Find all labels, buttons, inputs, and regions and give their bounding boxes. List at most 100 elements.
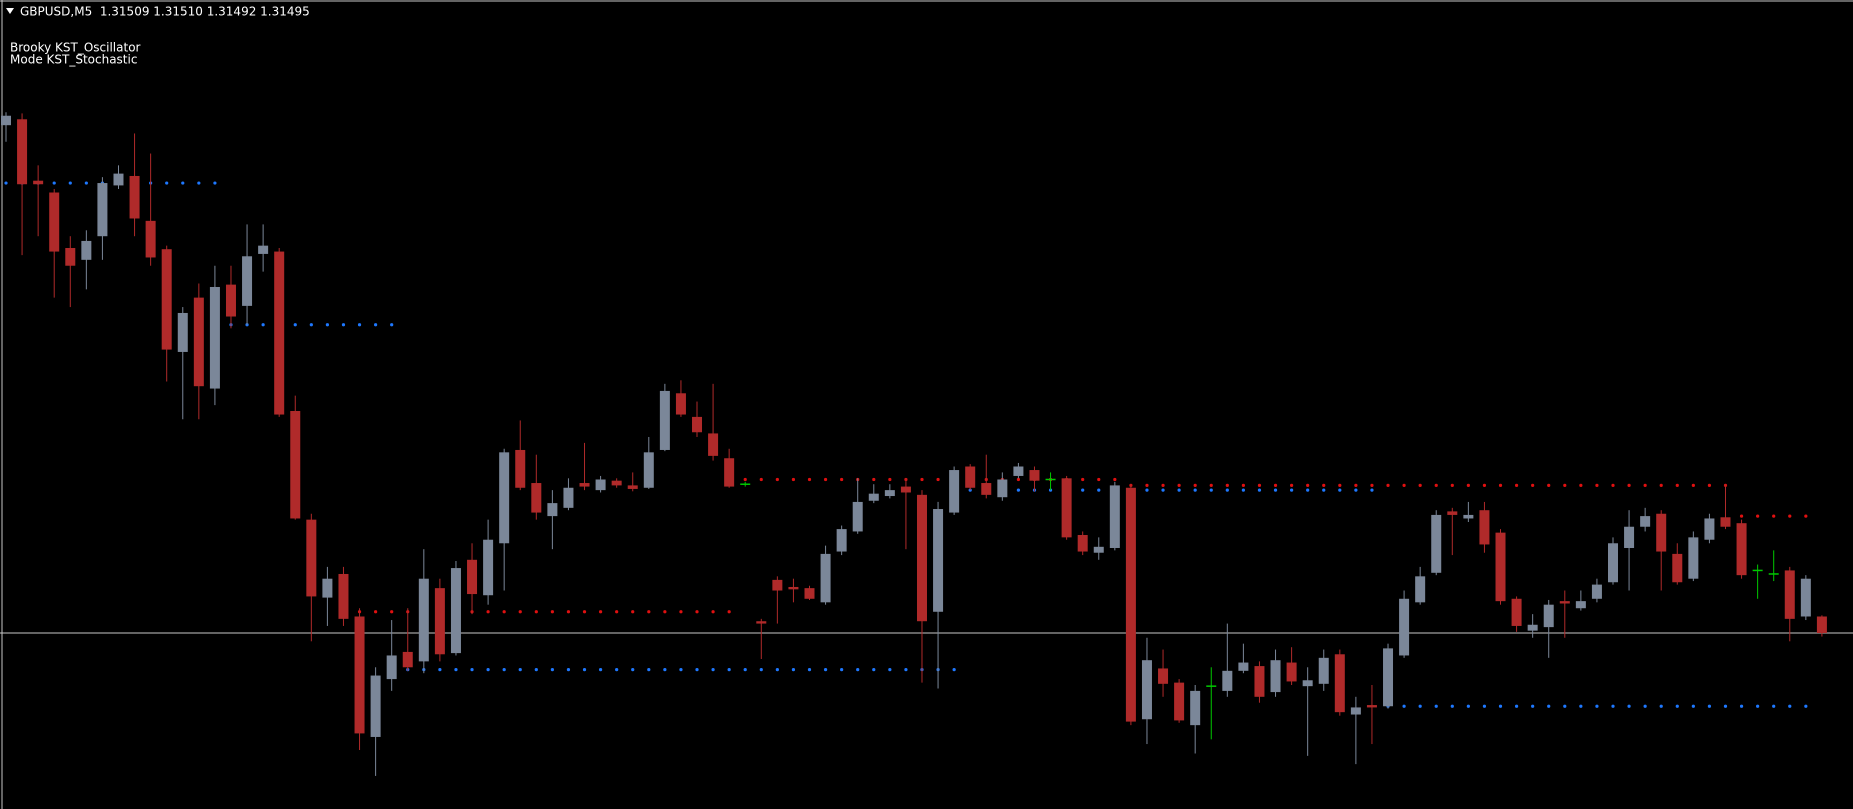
candle-body bbox=[916, 494, 927, 622]
level-dot bbox=[390, 323, 394, 327]
level-dot bbox=[823, 668, 828, 672]
level-dot bbox=[888, 477, 892, 482]
level-dot bbox=[1788, 704, 1792, 708]
candle-body bbox=[1720, 517, 1731, 527]
level-dot bbox=[293, 323, 297, 327]
level-dot bbox=[631, 610, 635, 614]
level-dot bbox=[4, 181, 8, 185]
level-dot bbox=[374, 610, 378, 614]
candle-body bbox=[1222, 670, 1233, 691]
candle-body bbox=[1334, 654, 1345, 713]
level-dot bbox=[1450, 483, 1454, 487]
level-dot bbox=[775, 668, 779, 672]
level-dot bbox=[1225, 483, 1229, 487]
candle-body bbox=[33, 180, 44, 185]
level-dot bbox=[936, 477, 940, 482]
level-dot bbox=[775, 477, 779, 482]
level-dot bbox=[1177, 488, 1181, 492]
level-dot bbox=[1482, 483, 1487, 487]
indicator-label: Brooky KST_Oscillator bbox=[10, 41, 141, 55]
level-dot bbox=[807, 477, 812, 482]
level-dot bbox=[840, 668, 844, 672]
level-dot bbox=[647, 610, 651, 614]
level-dot bbox=[1756, 704, 1760, 708]
candle-body bbox=[1688, 537, 1699, 579]
level-dot bbox=[1145, 483, 1149, 487]
level-dot bbox=[1707, 704, 1712, 708]
level-dot bbox=[1016, 488, 1021, 492]
level-dot bbox=[1402, 704, 1406, 708]
candle-body bbox=[354, 616, 365, 734]
level-dot bbox=[1241, 483, 1245, 487]
level-dot bbox=[1193, 483, 1197, 487]
candle-body bbox=[1013, 466, 1024, 476]
level-dot bbox=[1579, 704, 1583, 708]
level-dot bbox=[1081, 488, 1085, 492]
candle-body bbox=[467, 559, 478, 595]
candle-body bbox=[1109, 485, 1120, 548]
candle-body bbox=[1800, 578, 1811, 617]
candle-body bbox=[129, 175, 140, 219]
level-dot bbox=[1177, 483, 1181, 487]
candle-body bbox=[515, 449, 526, 488]
candle-body bbox=[322, 578, 333, 598]
candle-body bbox=[1736, 523, 1747, 576]
level-dot bbox=[679, 610, 683, 614]
candle-body bbox=[965, 466, 976, 488]
candle-body bbox=[740, 483, 751, 485]
candle-body bbox=[1383, 648, 1394, 707]
level-dot bbox=[1322, 488, 1326, 492]
menu-triangle[interactable] bbox=[6, 8, 14, 14]
level-dot bbox=[1611, 483, 1615, 487]
candle-body bbox=[659, 390, 670, 450]
level-dot bbox=[1595, 483, 1599, 487]
candle-body bbox=[1527, 624, 1538, 631]
level-dot bbox=[1514, 483, 1519, 487]
candle-body bbox=[1479, 510, 1490, 545]
level-dot bbox=[1209, 483, 1213, 487]
level-dot bbox=[1306, 483, 1310, 487]
candle-body bbox=[49, 192, 60, 252]
candle-body bbox=[724, 458, 735, 487]
level-dot bbox=[1370, 483, 1374, 487]
candle-body bbox=[868, 493, 879, 501]
level-dot bbox=[727, 610, 731, 614]
candle-body bbox=[161, 249, 172, 350]
candle-body bbox=[145, 220, 156, 258]
level-dot bbox=[1097, 488, 1101, 492]
level-dot bbox=[1354, 488, 1358, 492]
candle-body bbox=[933, 509, 944, 612]
level-dot bbox=[325, 323, 329, 327]
candle-body bbox=[949, 470, 960, 513]
level-dot bbox=[1804, 514, 1808, 518]
candle-body bbox=[258, 245, 269, 254]
level-dot bbox=[1097, 477, 1101, 482]
level-dot bbox=[711, 610, 715, 614]
level-dot bbox=[1579, 483, 1583, 487]
level-dot bbox=[727, 668, 731, 672]
level-dot bbox=[1257, 488, 1262, 492]
candle-body bbox=[177, 312, 188, 352]
level-dot bbox=[1370, 488, 1374, 492]
level-dot bbox=[663, 668, 667, 672]
level-dot bbox=[791, 668, 796, 672]
candle-body bbox=[1624, 526, 1635, 548]
candle-body bbox=[450, 568, 461, 654]
level-dot bbox=[1691, 704, 1695, 708]
level-dot bbox=[631, 668, 635, 672]
candle-body bbox=[836, 529, 847, 552]
candle-body bbox=[113, 173, 124, 186]
level-dot bbox=[309, 323, 313, 327]
level-dot bbox=[1193, 488, 1197, 492]
level-dot bbox=[1338, 488, 1342, 492]
level-dot bbox=[261, 323, 265, 327]
candle-body bbox=[1575, 601, 1586, 609]
candle-body bbox=[306, 519, 317, 597]
candle-body bbox=[402, 651, 413, 668]
candle-body bbox=[1045, 478, 1056, 481]
candle-body bbox=[675, 393, 686, 415]
candle-body bbox=[1238, 662, 1249, 671]
level-dot bbox=[872, 477, 876, 482]
level-dot bbox=[1627, 704, 1631, 708]
